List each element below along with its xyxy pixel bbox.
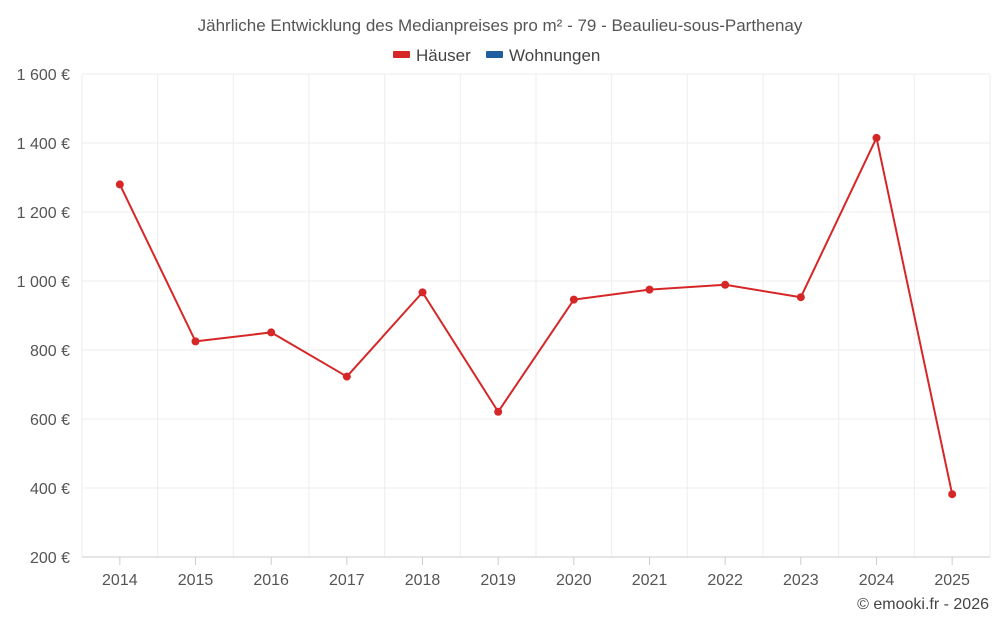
y-tick-label: 1 000 € — [17, 274, 70, 291]
x-tick-label: 2017 — [329, 572, 365, 589]
data-point[interactable] — [796, 293, 805, 302]
x-tick-label: 2025 — [934, 572, 970, 589]
data-point[interactable] — [872, 133, 881, 142]
credit-text: © emooki.fr - 2026 — [857, 596, 989, 613]
x-tick-label: 2014 — [102, 572, 138, 589]
y-tick-label: 200 € — [30, 550, 70, 567]
x-tick-label: 2020 — [556, 572, 592, 589]
data-point[interactable] — [115, 180, 124, 189]
x-tick-label: 2022 — [707, 572, 743, 589]
data-point[interactable] — [645, 285, 654, 294]
x-axis-ticks: 2014 2015 2016 2017 2018 2019 2020 2021 2022 2023… — [102, 557, 970, 589]
legend-label-haeuser[interactable]: Häuser — [416, 46, 471, 65]
data-point[interactable] — [569, 295, 578, 304]
y-axis-ticks: 200 € 400 € 600 € 800 € 1 000 € 1 200 € 1 400 … — [17, 67, 70, 567]
y-tick-label: 800 € — [30, 343, 70, 360]
data-point[interactable] — [191, 337, 200, 346]
chart-title: Jährliche Entwicklung des Medianpreises … — [198, 16, 803, 35]
x-tick-label: 2024 — [859, 572, 895, 589]
x-tick-label: 2021 — [632, 572, 668, 589]
grid — [81, 73, 991, 557]
x-tick-label: 2018 — [405, 572, 441, 589]
data-point[interactable] — [721, 280, 730, 289]
legend: Häuser Wohnungen — [393, 46, 600, 65]
y-tick-label: 1 600 € — [17, 67, 70, 84]
x-tick-label: 2019 — [480, 572, 516, 589]
legend-label-wohnungen[interactable]: Wohnungen — [509, 46, 600, 65]
data-point[interactable] — [342, 372, 351, 381]
data-point[interactable] — [418, 288, 427, 297]
y-tick-label: 400 € — [30, 481, 70, 498]
data-point[interactable] — [494, 407, 503, 416]
series-line-0 — [118, 136, 954, 495]
legend-swatch-wohnungen — [486, 51, 503, 58]
x-tick-label: 2016 — [253, 572, 289, 589]
data-point[interactable] — [267, 328, 276, 337]
legend-swatch-haeuser — [393, 51, 410, 58]
y-tick-label: 1 200 € — [17, 205, 70, 222]
series — [115, 133, 957, 499]
y-tick-label: 1 400 € — [17, 136, 70, 153]
x-tick-label: 2015 — [178, 572, 214, 589]
y-tick-label: 600 € — [30, 412, 70, 429]
x-tick-label: 2023 — [783, 572, 819, 589]
data-point[interactable] — [948, 490, 957, 499]
